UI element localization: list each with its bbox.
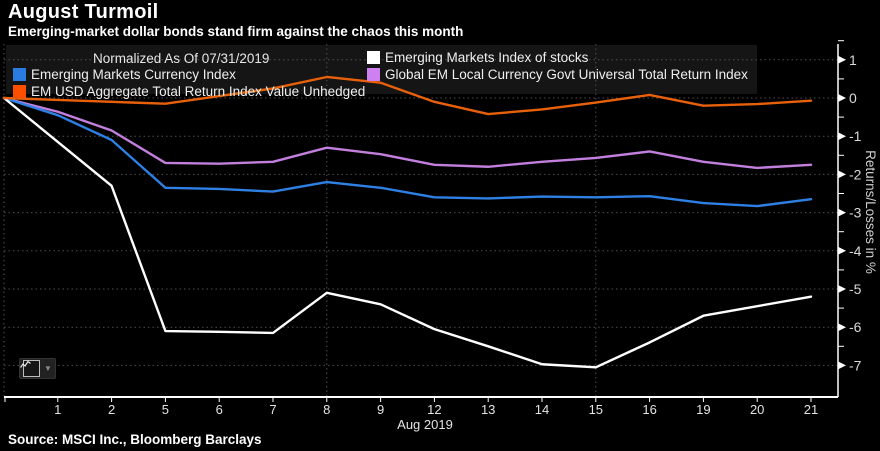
x-tick-label: 7 [269,402,276,417]
x-tick-label: 15 [589,402,603,417]
legend-item-currency[interactable]: Emerging Markets Currency Index [13,67,236,82]
series-line [2,96,813,369]
x-tick-label: 1 [54,402,61,417]
x-tick-label: 6 [216,402,223,417]
y-tick-label: -4 [849,243,862,259]
legend-label: Emerging Markets Index of stocks [385,50,589,65]
page-subtitle: Emerging-market dollar bonds stand firm … [8,24,464,39]
legend-label: EM USD Aggregate Total Return Index Valu… [31,84,366,99]
x-tick-label: 12 [427,402,441,417]
x-tick-label: 13 [481,402,495,417]
x-axis-title: Aug 2019 [397,417,453,432]
x-tick-label: 21 [804,402,818,417]
series-line [2,96,813,208]
y-tick-arrow-icon [838,285,846,293]
y-tick-arrow-icon [838,208,846,217]
y-tick-label: -3 [849,205,862,221]
em-usd-swatch-icon [13,85,26,98]
legend-label: Global EM Local Currency Govt Universal … [385,67,748,82]
legend-item-stocks[interactable]: Emerging Markets Index of stocks [367,50,588,65]
y-tick-label: -2 [849,166,862,182]
series-line [2,96,813,170]
source-line: Source: MSCI Inc., Bloomberg Barclays [8,432,262,447]
y-tick-arrow-icon [838,94,846,102]
x-tick-label: 20 [750,402,764,417]
chevron-down-icon[interactable]: ▼ [44,364,52,373]
y-tick-arrow-icon [838,323,846,332]
y-tick-arrow-icon [838,246,846,255]
y-tick-label: -7 [849,357,862,373]
y-tick-label: 1 [849,52,857,68]
y-axis-title: Returns/Losses in % [863,150,878,274]
x-tick-label: 8 [323,402,330,417]
y-tick-label: -6 [849,319,862,335]
legend-item-local-govt[interactable]: Global EM Local Currency Govt Universal … [367,67,748,82]
local-govt-swatch-icon [367,68,380,81]
x-tick-label: 14 [535,402,549,417]
y-tick-arrow-icon [838,170,846,179]
chart-type-button[interactable]: ▼ [19,358,56,379]
line-chart-icon [20,360,40,377]
currency-swatch-icon [13,68,26,81]
y-tick-label: 0 [849,90,857,106]
x-tick-label: 16 [642,402,656,417]
y-tick-label: -5 [849,281,862,297]
legend-label: Emerging Markets Currency Index [31,67,236,82]
x-tick-label: 2 [108,402,115,417]
legend-panel [6,45,757,94]
stocks-swatch-icon [367,51,380,64]
legend-normalized-note: Normalized As Of 07/31/2019 [93,51,270,66]
y-tick-arrow-icon [838,361,846,370]
series-line [2,75,813,116]
page-title: August Turmoil [8,1,159,23]
y-tick-arrow-icon [838,55,846,64]
legend-item-em-usd[interactable]: EM USD Aggregate Total Return Index Valu… [13,84,365,99]
y-tick-label: -1 [849,128,862,144]
x-tick-label: 19 [696,402,710,417]
x-tick-label: 5 [162,402,169,417]
x-tick-label: 9 [377,402,384,417]
y-tick-arrow-icon [838,132,846,141]
